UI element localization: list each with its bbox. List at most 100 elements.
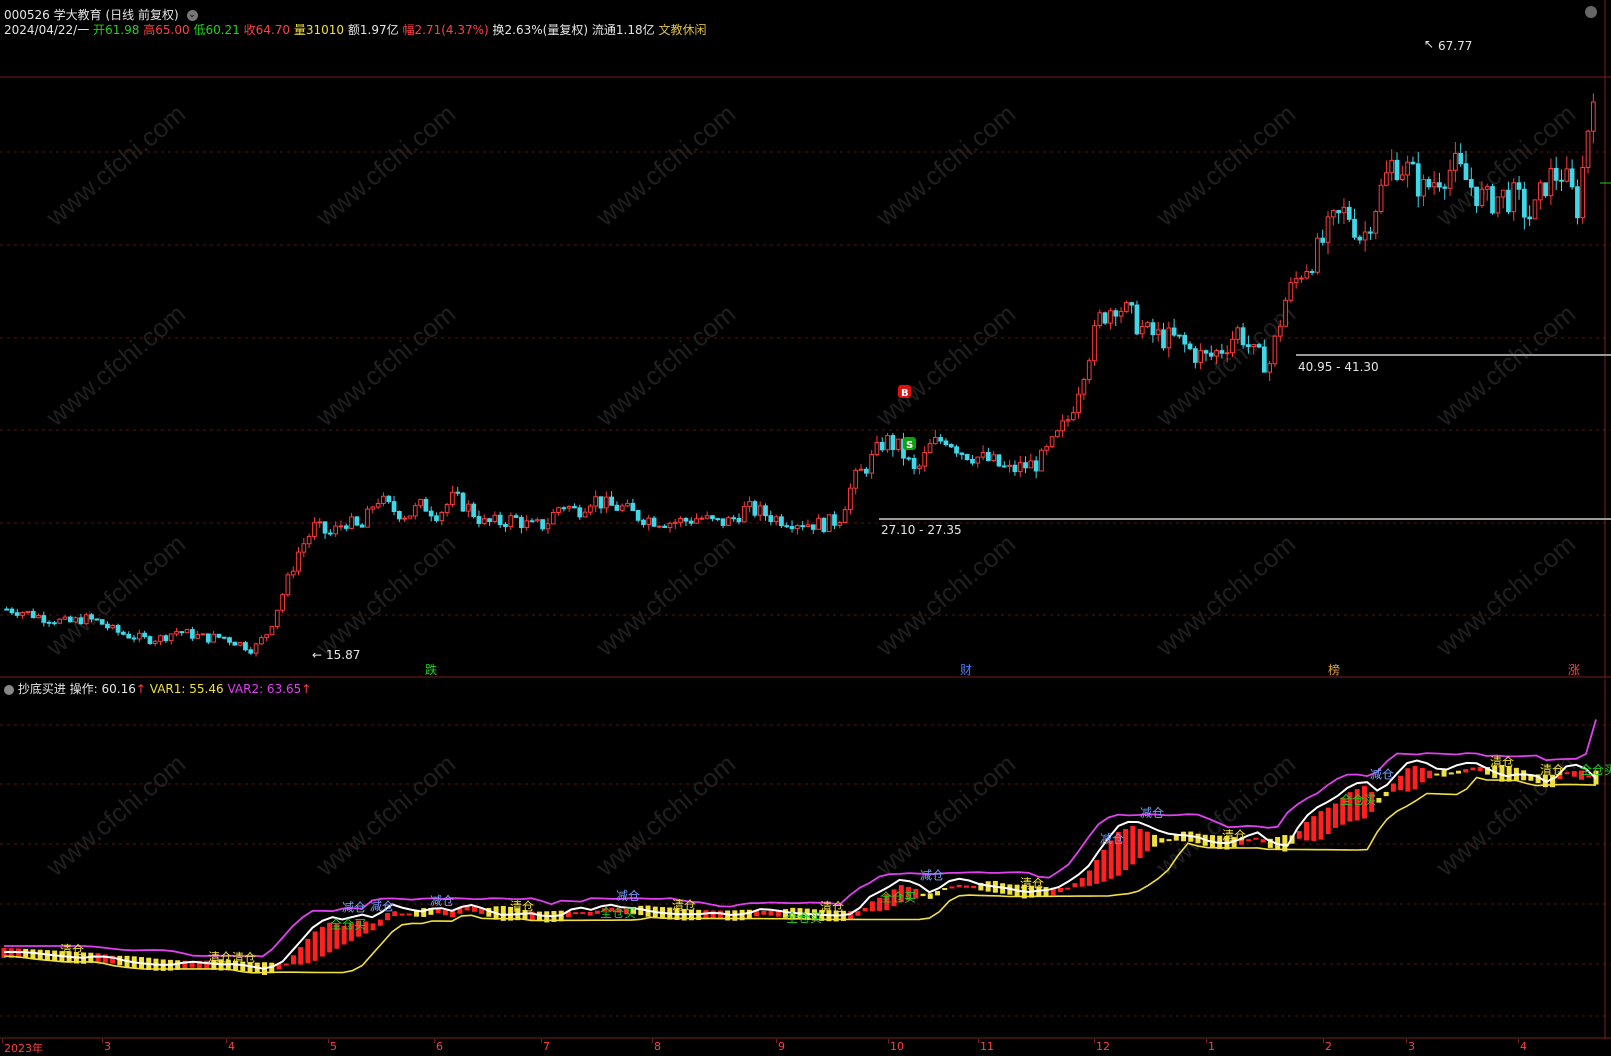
candle-body (863, 468, 869, 474)
candle-body (25, 610, 31, 614)
candle-body (1532, 199, 1538, 220)
event-marker-bang[interactable]: 榜 (1328, 663, 1341, 677)
candle-body (1214, 350, 1219, 357)
candle-body (1198, 350, 1204, 363)
indicator-bar (1484, 767, 1490, 775)
time-axis: 2023年 3 4 5 6 7 8 9 10 11 12 1 2 3 4 (0, 1039, 1611, 1055)
indicator-bar (1130, 826, 1136, 865)
candle-body (662, 525, 668, 528)
candle-body (540, 519, 545, 530)
candle-body (980, 452, 986, 458)
indicator-op: 操作: 60.16 (69, 682, 136, 696)
sector-label[interactable]: 文教休闲 (658, 23, 707, 37)
indicator-bar (746, 909, 752, 919)
candle-body (970, 458, 975, 464)
candle-body (465, 503, 471, 512)
candle-body (158, 635, 163, 642)
candle-body (200, 633, 206, 636)
candle-body (747, 501, 752, 507)
candle-body (1203, 350, 1209, 354)
time-axis-tickmark (1518, 1039, 1519, 1043)
indicator-bar (1383, 791, 1389, 797)
candle-body (1017, 462, 1023, 473)
candle-body (858, 468, 864, 471)
stock-code: 000526 (4, 8, 50, 22)
candle-body (232, 641, 238, 646)
candle-body (513, 515, 519, 518)
indicator-bar (580, 912, 586, 915)
indicator-bar (949, 886, 955, 889)
candle-body (359, 524, 365, 528)
indicator-bar (631, 907, 637, 915)
indicator-bar (594, 910, 600, 914)
indicator-bar (1528, 774, 1534, 781)
candle-body (1399, 174, 1405, 181)
time-axis-tickmark (434, 1039, 435, 1043)
indicator-name[interactable]: 抄底买进 (17, 682, 66, 696)
event-marker-die[interactable]: 跌 (425, 663, 438, 677)
indicator-bar (1159, 838, 1165, 843)
candle-body (370, 506, 376, 510)
candle-body (773, 516, 779, 523)
indicator-bar (906, 886, 912, 901)
candle-body (396, 510, 402, 520)
candle-body (651, 517, 657, 527)
candle-body (1134, 304, 1140, 335)
candle-body (874, 441, 880, 456)
candle-body (418, 498, 423, 507)
candle-body (487, 518, 492, 522)
candle-body (41, 615, 47, 623)
candle-body (439, 511, 445, 522)
indicator-bar (312, 931, 318, 961)
candle-body (1028, 460, 1034, 469)
candle-body (609, 496, 614, 506)
candle-body (131, 637, 137, 640)
event-marker-zhang[interactable]: 涨 (1568, 663, 1581, 677)
candle-body (190, 629, 195, 639)
restore-icon[interactable] (1585, 6, 1597, 18)
candle-body (99, 619, 105, 625)
candle-body (1224, 352, 1230, 355)
candle-body (142, 632, 147, 638)
event-marker-cai[interactable]: 财 (960, 663, 973, 677)
var1-line (3, 776, 1597, 974)
indicator-bar (211, 959, 217, 970)
indicator-bar (1463, 769, 1469, 773)
candle-body (1500, 189, 1506, 198)
collapse-button[interactable]: ⌄ (186, 10, 198, 21)
candle-body (688, 520, 694, 524)
candle-body (1362, 231, 1368, 241)
candle-body (879, 441, 885, 451)
candle-body (57, 618, 63, 624)
candle-body (274, 609, 280, 627)
candle-body (906, 457, 912, 460)
indicator-bar (1325, 807, 1331, 835)
signal-quancangmai: 全仓买 (1580, 762, 1611, 777)
candle-body (195, 633, 201, 639)
candle-body (407, 515, 413, 519)
indicator-bar (616, 908, 622, 913)
candle-body (964, 453, 970, 460)
indicator-bar (1072, 883, 1078, 888)
candle-body (481, 518, 487, 524)
buy-badge-label: B (901, 388, 909, 399)
price-chart[interactable]: 67.77 ↖ ← 15.87 27.10 - 27.35 40.95 - 41… (0, 0, 1611, 678)
candle-body (986, 452, 991, 461)
candle-body (991, 454, 997, 461)
candle-body (1150, 322, 1156, 336)
indicator-menu-icon[interactable] (4, 684, 14, 695)
candle-body (1506, 189, 1511, 213)
indicator-bar (283, 963, 289, 966)
candle-body (1261, 346, 1267, 373)
candle-body (704, 515, 710, 519)
time-axis-tick: 2023年 (4, 1042, 43, 1055)
indicator-bar (175, 960, 181, 970)
signal-jiancang: 减仓 (430, 894, 454, 908)
indicator-bar (1347, 792, 1353, 822)
candle-body (328, 532, 333, 535)
candle-body (205, 633, 211, 643)
candle-body (301, 543, 307, 553)
time-axis-tickmark (776, 1039, 777, 1043)
candle-body (89, 614, 94, 620)
